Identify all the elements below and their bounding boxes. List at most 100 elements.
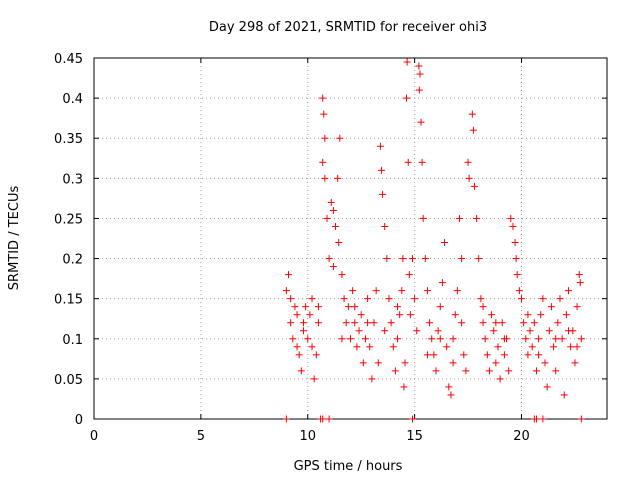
data-point: [532, 415, 540, 423]
data-point: [423, 287, 431, 295]
data-point: [413, 327, 421, 335]
data-point: [547, 303, 555, 311]
data-point: [391, 367, 399, 375]
data-point: [308, 343, 316, 351]
data-point: [353, 343, 361, 351]
data-point: [432, 367, 440, 375]
data-point: [418, 158, 426, 166]
data-point: [400, 383, 408, 391]
data-point: [403, 58, 411, 66]
data-point: [379, 190, 387, 198]
data-point: [576, 279, 584, 287]
plot-frame: [93, 57, 608, 420]
data-point: [416, 70, 424, 78]
y-tick-label: 0.2: [62, 253, 83, 268]
data-point: [449, 359, 457, 367]
data-point: [541, 359, 549, 367]
data-point: [449, 335, 457, 343]
data-point: [332, 222, 340, 230]
data-point: [314, 319, 322, 327]
data-point: [302, 303, 310, 311]
data-point: [488, 311, 496, 319]
data-point: [477, 295, 485, 303]
data-point: [293, 343, 301, 351]
data-point: [321, 174, 329, 182]
data-point: [403, 94, 411, 102]
data-point: [289, 335, 297, 343]
data-point: [496, 375, 504, 383]
data-point: [351, 319, 359, 327]
data-point: [556, 295, 564, 303]
data-point: [524, 311, 532, 319]
data-point: [434, 327, 442, 335]
data-point: [361, 335, 369, 343]
data-point: [539, 295, 547, 303]
data-point: [565, 287, 573, 295]
data-point: [460, 351, 468, 359]
data-point: [299, 319, 307, 327]
data-point: [512, 255, 520, 263]
data-point: [500, 351, 508, 359]
data-point: [370, 319, 378, 327]
x-tick-label: 0: [90, 429, 98, 444]
data-point: [282, 415, 290, 423]
data-point: [404, 158, 412, 166]
data-point: [475, 255, 483, 263]
data-point: [483, 351, 491, 359]
x-tick-label: 5: [197, 429, 205, 444]
data-point: [436, 335, 444, 343]
data-point: [430, 351, 438, 359]
x-axis-label: GPS time / hours: [294, 459, 403, 474]
data-point: [408, 255, 416, 263]
data-point: [464, 158, 472, 166]
data-point: [577, 335, 585, 343]
data-point: [447, 391, 455, 399]
data-point: [571, 359, 579, 367]
data-point: [408, 415, 416, 423]
data-point: [562, 311, 570, 319]
y-tick-label: 0: [75, 413, 83, 428]
data-point: [417, 118, 425, 126]
data-point: [329, 206, 337, 214]
data-point: [500, 335, 508, 343]
data-point: [320, 110, 328, 118]
data-point: [396, 311, 404, 319]
data-point: [575, 271, 583, 279]
data-point: [469, 126, 477, 134]
data-point: [304, 335, 312, 343]
data-point: [428, 335, 436, 343]
data-point: [295, 351, 303, 359]
data-point: [552, 335, 560, 343]
x-tick-label: 10: [299, 429, 316, 444]
data-point: [287, 295, 295, 303]
data-point: [336, 134, 344, 142]
data-point: [387, 319, 395, 327]
data-point: [456, 214, 464, 222]
data-point: [507, 214, 515, 222]
data-point: [522, 335, 530, 343]
data-point: [349, 287, 357, 295]
y-tick-label: 0.4: [62, 92, 83, 107]
data-point: [426, 319, 434, 327]
data-point: [401, 359, 409, 367]
data-point: [481, 335, 489, 343]
data-point: [368, 375, 376, 383]
data-point: [415, 86, 423, 94]
data-point: [473, 214, 481, 222]
data-point: [405, 271, 413, 279]
data-point: [335, 239, 343, 247]
data-point: [285, 271, 293, 279]
data-point: [498, 319, 506, 327]
data-point: [532, 367, 540, 375]
grid-lines: [94, 58, 607, 419]
x-axis-ticks: 0 5 10 15 20: [90, 58, 530, 444]
data-point: [490, 327, 498, 335]
data-point: [567, 343, 575, 351]
chart-title: Day 298 of 2021, SRMTID for receiver ohi…: [209, 20, 487, 35]
data-point: [509, 222, 517, 230]
data-point: [462, 367, 470, 375]
data-point: [406, 311, 414, 319]
data-point: [526, 327, 534, 335]
data-point: [355, 327, 363, 335]
data-point: [470, 182, 478, 190]
